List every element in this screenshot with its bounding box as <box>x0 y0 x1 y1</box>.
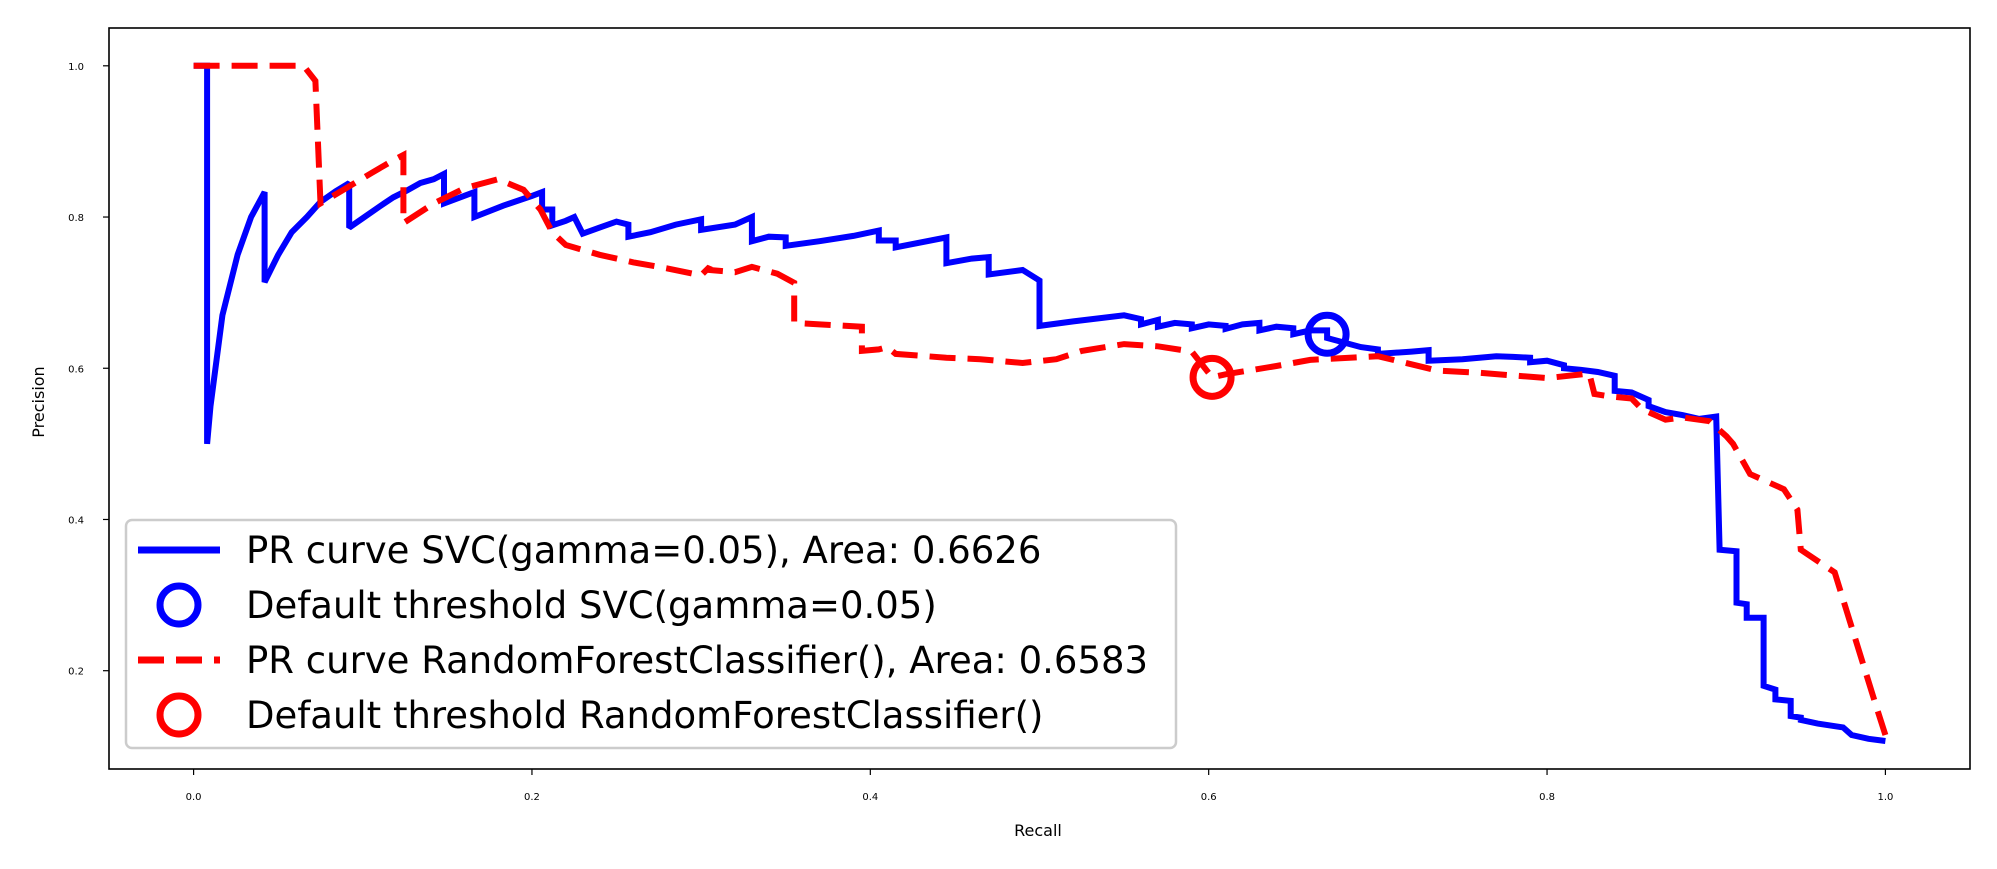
x-tick-label: 0.4 <box>862 792 878 803</box>
legend-label-rf-curve: PR curve RandomForestClassifier(), Area:… <box>246 639 1148 682</box>
legend-swatch-svc-threshold <box>156 582 202 628</box>
x-tick-label: 1.0 <box>1877 792 1893 803</box>
legend-label-rf-threshold: Default threshold RandomForestClassifier… <box>246 694 1043 737</box>
legend-label-svc-curve: PR curve SVC(gamma=0.05), Area: 0.6626 <box>246 529 1041 572</box>
y-axis-ticks: 0.2 0.4 0.6 0.8 1.0 <box>68 62 109 678</box>
y-tick-label: 0.6 <box>68 364 84 375</box>
legend-swatch-rf-threshold <box>156 692 202 738</box>
x-tick-label: 0.2 <box>524 792 540 803</box>
x-tick-label: 0.6 <box>1201 792 1217 803</box>
rf-default-threshold-marker <box>1189 354 1235 400</box>
y-tick-label: 0.2 <box>68 667 84 678</box>
y-tick-label: 0.8 <box>68 213 84 224</box>
series-layer <box>193 62 1889 744</box>
x-axis-ticks: 0.0 0.2 0.4 0.6 0.8 1.0 <box>186 769 1893 803</box>
legend: PR curve SVC(gamma=0.05), Area: 0.6626 D… <box>124 518 1178 750</box>
legend-label-svc-threshold: Default threshold SVC(gamma=0.05) <box>246 584 937 627</box>
threshold-markers <box>1189 311 1350 400</box>
x-tick-label: 0.8 <box>1539 792 1555 803</box>
x-axis-label: Recall <box>1014 821 1062 840</box>
y-tick-label: 0.4 <box>68 515 84 526</box>
svc-default-threshold-marker <box>1304 311 1350 357</box>
plot-frame <box>108 27 1971 770</box>
y-tick-label: 1.0 <box>68 62 84 73</box>
y-axis-label: Precision <box>29 366 48 437</box>
legend-box <box>124 518 1178 750</box>
x-tick-label: 0.0 <box>186 792 202 803</box>
svc-pr-curve-line <box>193 62 1886 744</box>
rf-pr-curve-line <box>193 62 1889 736</box>
